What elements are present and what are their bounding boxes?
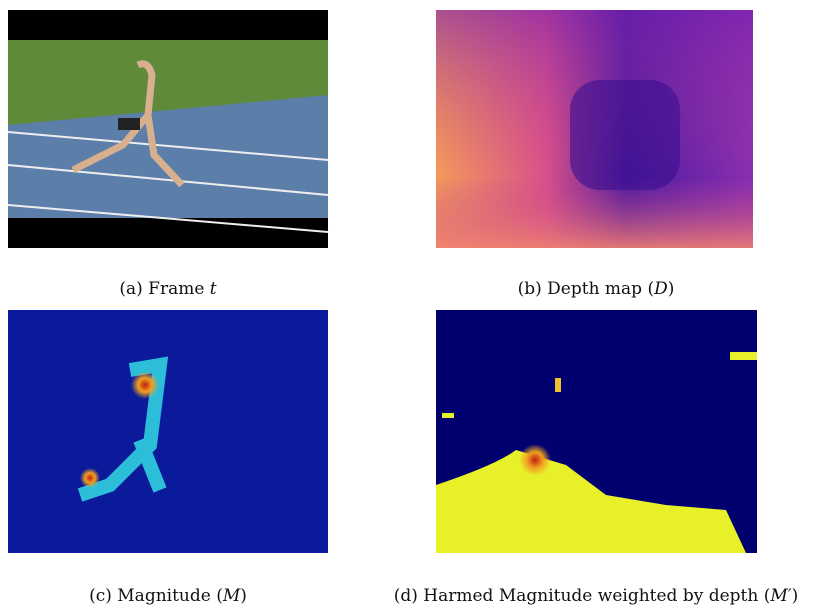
frame-image (8, 10, 328, 248)
caption-math: t (210, 279, 217, 299)
figure: (a) Frame t (b) Depth map (D) (c) Magnit… (0, 0, 835, 608)
caption-label: (b) (518, 279, 542, 299)
caption-text: Magnitude ( (112, 586, 223, 606)
caption-after: ) (240, 586, 247, 606)
caption: (c) Magnitude (M) (89, 586, 247, 606)
caption-math: M (222, 586, 241, 606)
caption-text: Harmed Magnitude weighted by depth ( (418, 586, 770, 606)
caption-after: ) (668, 279, 675, 299)
caption-label: (c) (89, 586, 112, 606)
caption-text: Frame (143, 279, 210, 299)
caption-text: Depth map ( (542, 279, 654, 299)
caption: (a) Frame t (119, 279, 216, 299)
caption-after: ) (792, 586, 799, 606)
magnitude-image (8, 310, 328, 553)
caption-label: (d) (394, 586, 418, 606)
caption: (d) Harmed Magnitude weighted by depth (… (394, 586, 799, 606)
caption-label: (a) (119, 279, 142, 299)
depth-image (436, 10, 753, 248)
caption-math: M′ (769, 586, 791, 606)
caption-math: D (653, 279, 668, 299)
caption: (b) Depth map (D) (518, 279, 675, 299)
harmed-magnitude-image (436, 310, 757, 553)
